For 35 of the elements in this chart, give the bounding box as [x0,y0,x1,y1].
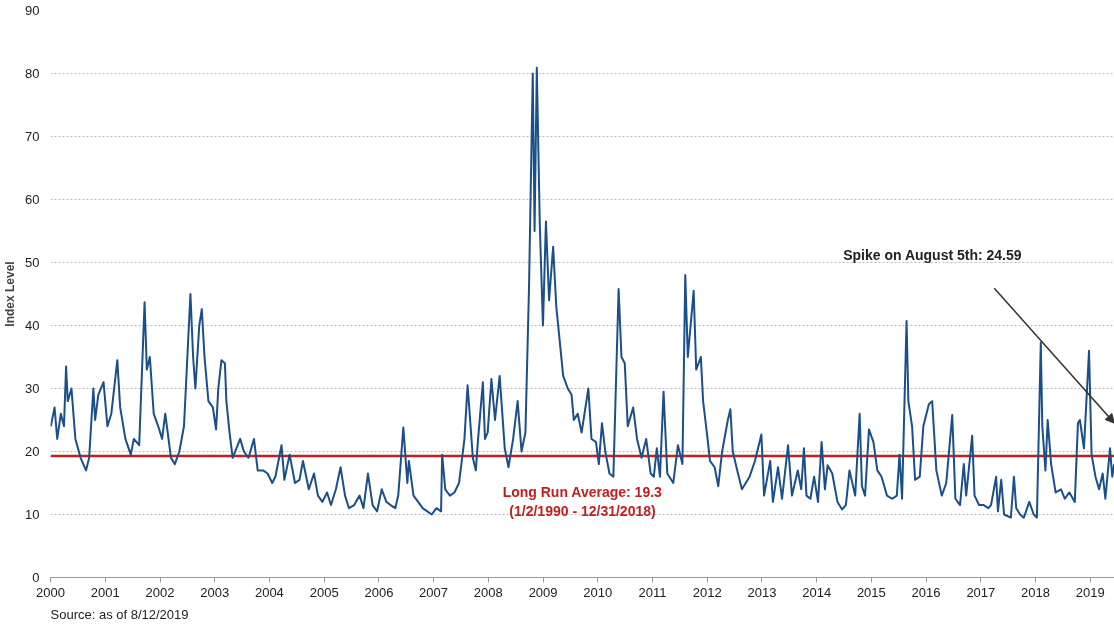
x-tick-label: 2017 [966,584,996,600]
y-tick-label: 10 [25,507,40,522]
y-tick-label: 90 [25,3,40,18]
x-tick-label: 2003 [200,584,230,600]
y-tick-label: 50 [25,255,40,270]
x-tick-label: 2001 [90,584,120,600]
y-axis-title: Index Level [3,261,18,327]
x-tick-label: 2004 [254,584,284,600]
x-tick-label: 2012 [692,584,722,600]
x-tick-label: 2006 [364,584,394,600]
x-tick-label: 2002 [145,584,175,600]
x-tick-label: 2013 [747,584,777,600]
y-tick-label: 40 [25,318,40,333]
y-tick-label: 30 [25,381,40,396]
annotation: Spike on August 5th: 24.59 [843,246,1022,263]
y-tick-label: 60 [25,192,40,207]
y-tick-label: 0 [32,570,40,585]
y-tick-label: 80 [25,66,40,81]
x-tick-label: 2007 [419,584,449,600]
x-tick-label: 2011 [638,584,667,600]
line-series [50,66,1114,519]
x-tick-label: 2014 [802,584,832,600]
x-tick-label: 2010 [583,584,613,600]
source-note: Source: as of 8/12/2019 [50,606,189,622]
x-tick-label: 2018 [1021,584,1051,600]
x-tick-label: 2008 [473,584,503,600]
y-tick-label: 70 [25,129,40,144]
y-tick-label: 20 [25,444,40,459]
x-tick-label: 2000 [36,584,65,600]
x-tick-label: 2009 [528,584,558,600]
x-tick-label: 2016 [911,584,941,600]
x-tick-label: 2005 [309,584,339,600]
x-tick-label: 2015 [856,584,886,600]
ref-line-label: Long Run Average: 19.3 (1/2/1990 - 12/31/2018) [502,483,663,519]
x-tick-label: 2019 [1075,584,1105,600]
